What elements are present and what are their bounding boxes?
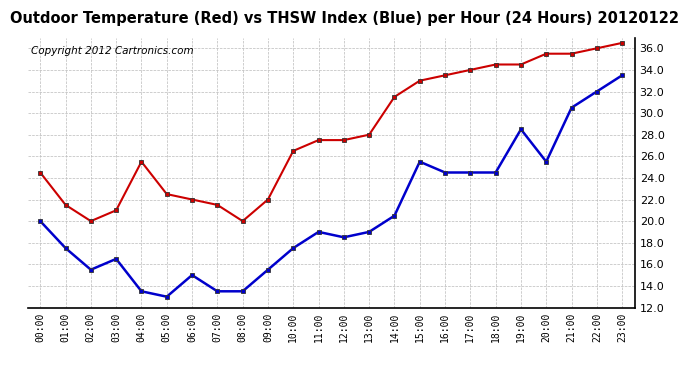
Text: Outdoor Temperature (Red) vs THSW Index (Blue) per Hour (24 Hours) 20120122: Outdoor Temperature (Red) vs THSW Index …: [10, 11, 680, 26]
Text: Copyright 2012 Cartronics.com: Copyright 2012 Cartronics.com: [30, 46, 193, 56]
